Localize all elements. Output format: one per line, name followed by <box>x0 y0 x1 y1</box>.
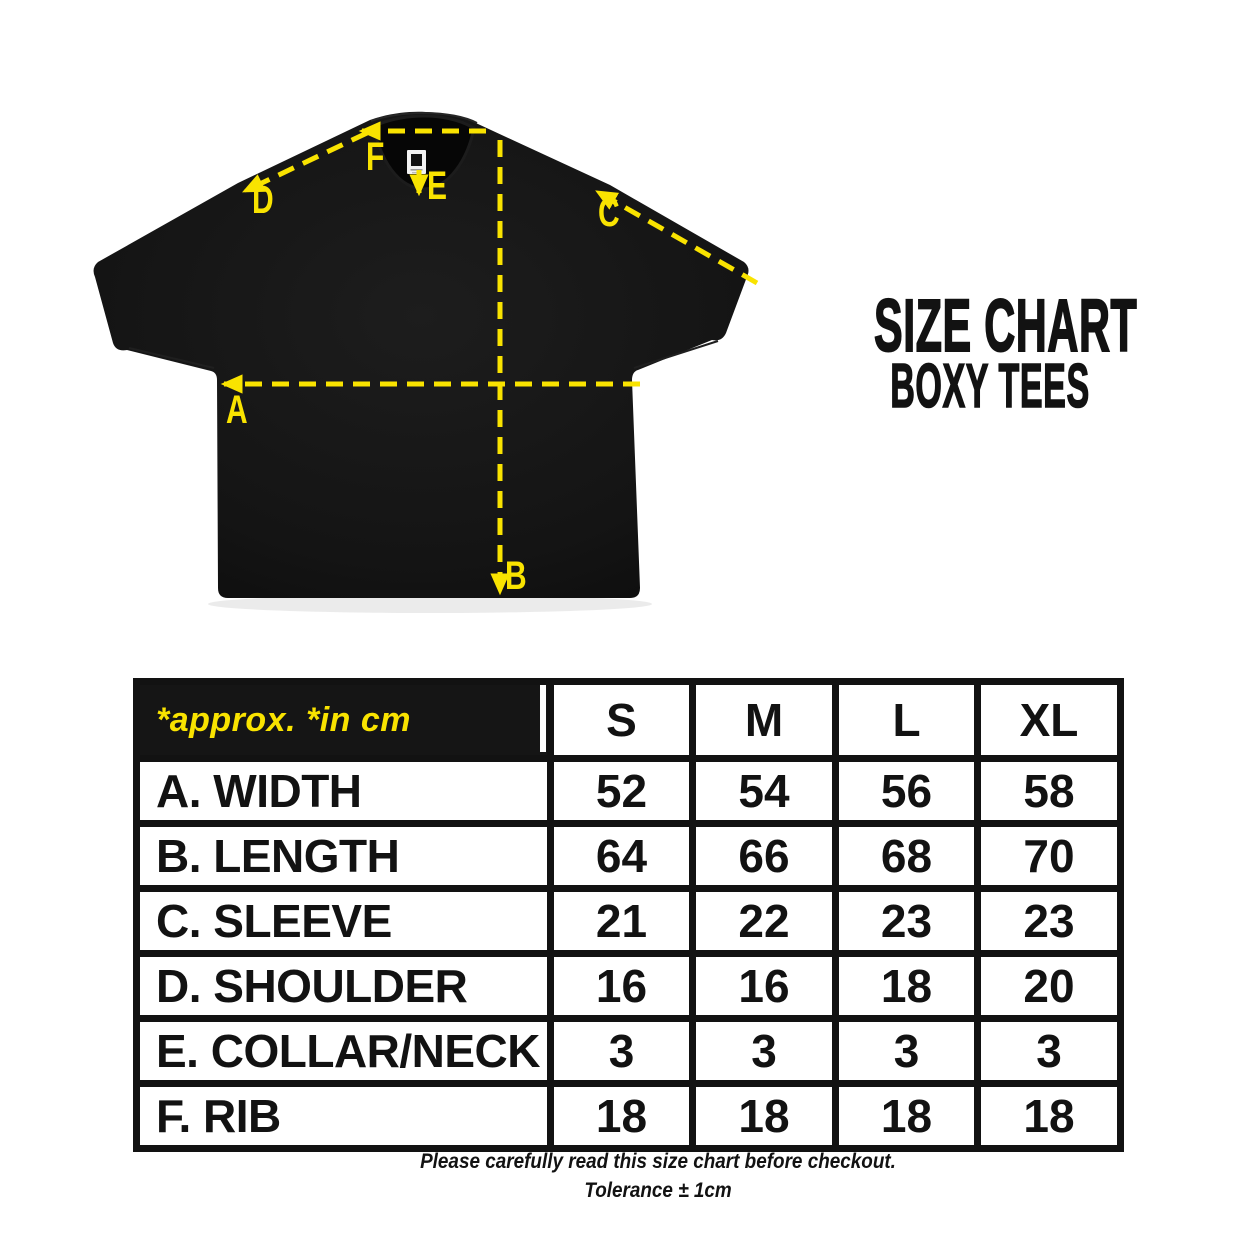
tshirt-measurement-diagram: F D E C A B <box>93 111 759 613</box>
collar-band-seam <box>370 112 478 124</box>
cell-value: 18 <box>832 950 981 1022</box>
cell-value: 16 <box>547 950 696 1022</box>
cell-value: 23 <box>832 885 981 957</box>
table-row: D. SHOULDER 16 16 18 20 <box>133 950 1124 1022</box>
measure-line-D <box>242 130 369 194</box>
footer-note: Please carefully read this size chart be… <box>322 1147 993 1205</box>
column-header-l: L <box>832 678 981 762</box>
cell-value: 68 <box>832 820 981 892</box>
table-row: A. WIDTH 52 54 56 58 <box>133 755 1124 827</box>
cell-value: 66 <box>689 820 839 892</box>
cell-value: 16 <box>689 950 839 1022</box>
cell-value: 3 <box>832 1015 981 1087</box>
cell-value: 58 <box>974 755 1124 827</box>
row-label: D. SHOULDER <box>133 950 554 1022</box>
row-label: B. LENGTH <box>133 820 554 892</box>
footer-line-1: Please carefully read this size chart be… <box>420 1150 896 1173</box>
shirt-shadow <box>208 595 652 613</box>
page-title: SIZE CHART <box>873 284 1138 367</box>
cell-value: 52 <box>547 755 696 827</box>
cell-value: 56 <box>832 755 981 827</box>
cell-value: 18 <box>832 1080 981 1152</box>
units-note-cell: *approx. *in cm <box>133 678 554 762</box>
marker-letter-c: C <box>598 191 620 235</box>
tshirt-silhouette <box>93 111 749 599</box>
cell-value: 18 <box>547 1080 696 1152</box>
header-gap <box>540 685 546 752</box>
measure-line-C <box>595 189 759 286</box>
marker-letter-b: B <box>505 554 527 598</box>
column-header-m: M <box>689 678 839 762</box>
marker-letter-a: A <box>226 388 248 432</box>
column-header-s: S <box>547 678 696 762</box>
footer-line-2: Tolerance ± 1cm <box>584 1179 732 1202</box>
row-label: C. SLEEVE <box>133 885 554 957</box>
left-cuff-seam <box>128 347 215 369</box>
cell-value: 23 <box>974 885 1124 957</box>
marker-letter-f: F <box>366 135 384 179</box>
cell-value: 21 <box>547 885 696 957</box>
cell-value: 64 <box>547 820 696 892</box>
page-subtitle: BOXY TEES <box>890 352 1090 421</box>
cell-value: 3 <box>689 1015 839 1087</box>
row-label: A. WIDTH <box>133 755 554 827</box>
cell-value: 3 <box>547 1015 696 1087</box>
cell-value: 3 <box>974 1015 1124 1087</box>
table-header-row: *approx. *in cm S M L XL <box>133 678 1124 762</box>
cell-value: 70 <box>974 820 1124 892</box>
cell-value: 18 <box>974 1080 1124 1152</box>
table-row: C. SLEEVE 21 22 23 23 <box>133 885 1124 957</box>
row-label: F. RIB <box>133 1080 554 1152</box>
cell-value: 18 <box>689 1080 839 1152</box>
right-cuff-seam <box>633 340 719 369</box>
row-label: E. COLLAR/NECK <box>133 1015 554 1087</box>
marker-letter-e: E <box>427 164 447 208</box>
title-block: SIZE CHART BOXY TEES <box>790 284 1190 421</box>
table-row: E. COLLAR/NECK 3 3 3 3 <box>133 1015 1124 1087</box>
cell-value: 22 <box>689 885 839 957</box>
column-header-xl: XL <box>974 678 1124 762</box>
table-row: B. LENGTH 64 66 68 70 <box>133 820 1124 892</box>
cell-value: 54 <box>689 755 839 827</box>
size-table: *approx. *in cm S M L XL A. WIDTH 52 54 … <box>133 678 1124 1152</box>
size-table-wrap: *approx. *in cm S M L XL A. WIDTH 52 54 … <box>133 678 1124 1152</box>
cell-value: 20 <box>974 950 1124 1022</box>
marker-letter-d: D <box>252 178 274 222</box>
table-row: F. RIB 18 18 18 18 <box>133 1080 1124 1152</box>
